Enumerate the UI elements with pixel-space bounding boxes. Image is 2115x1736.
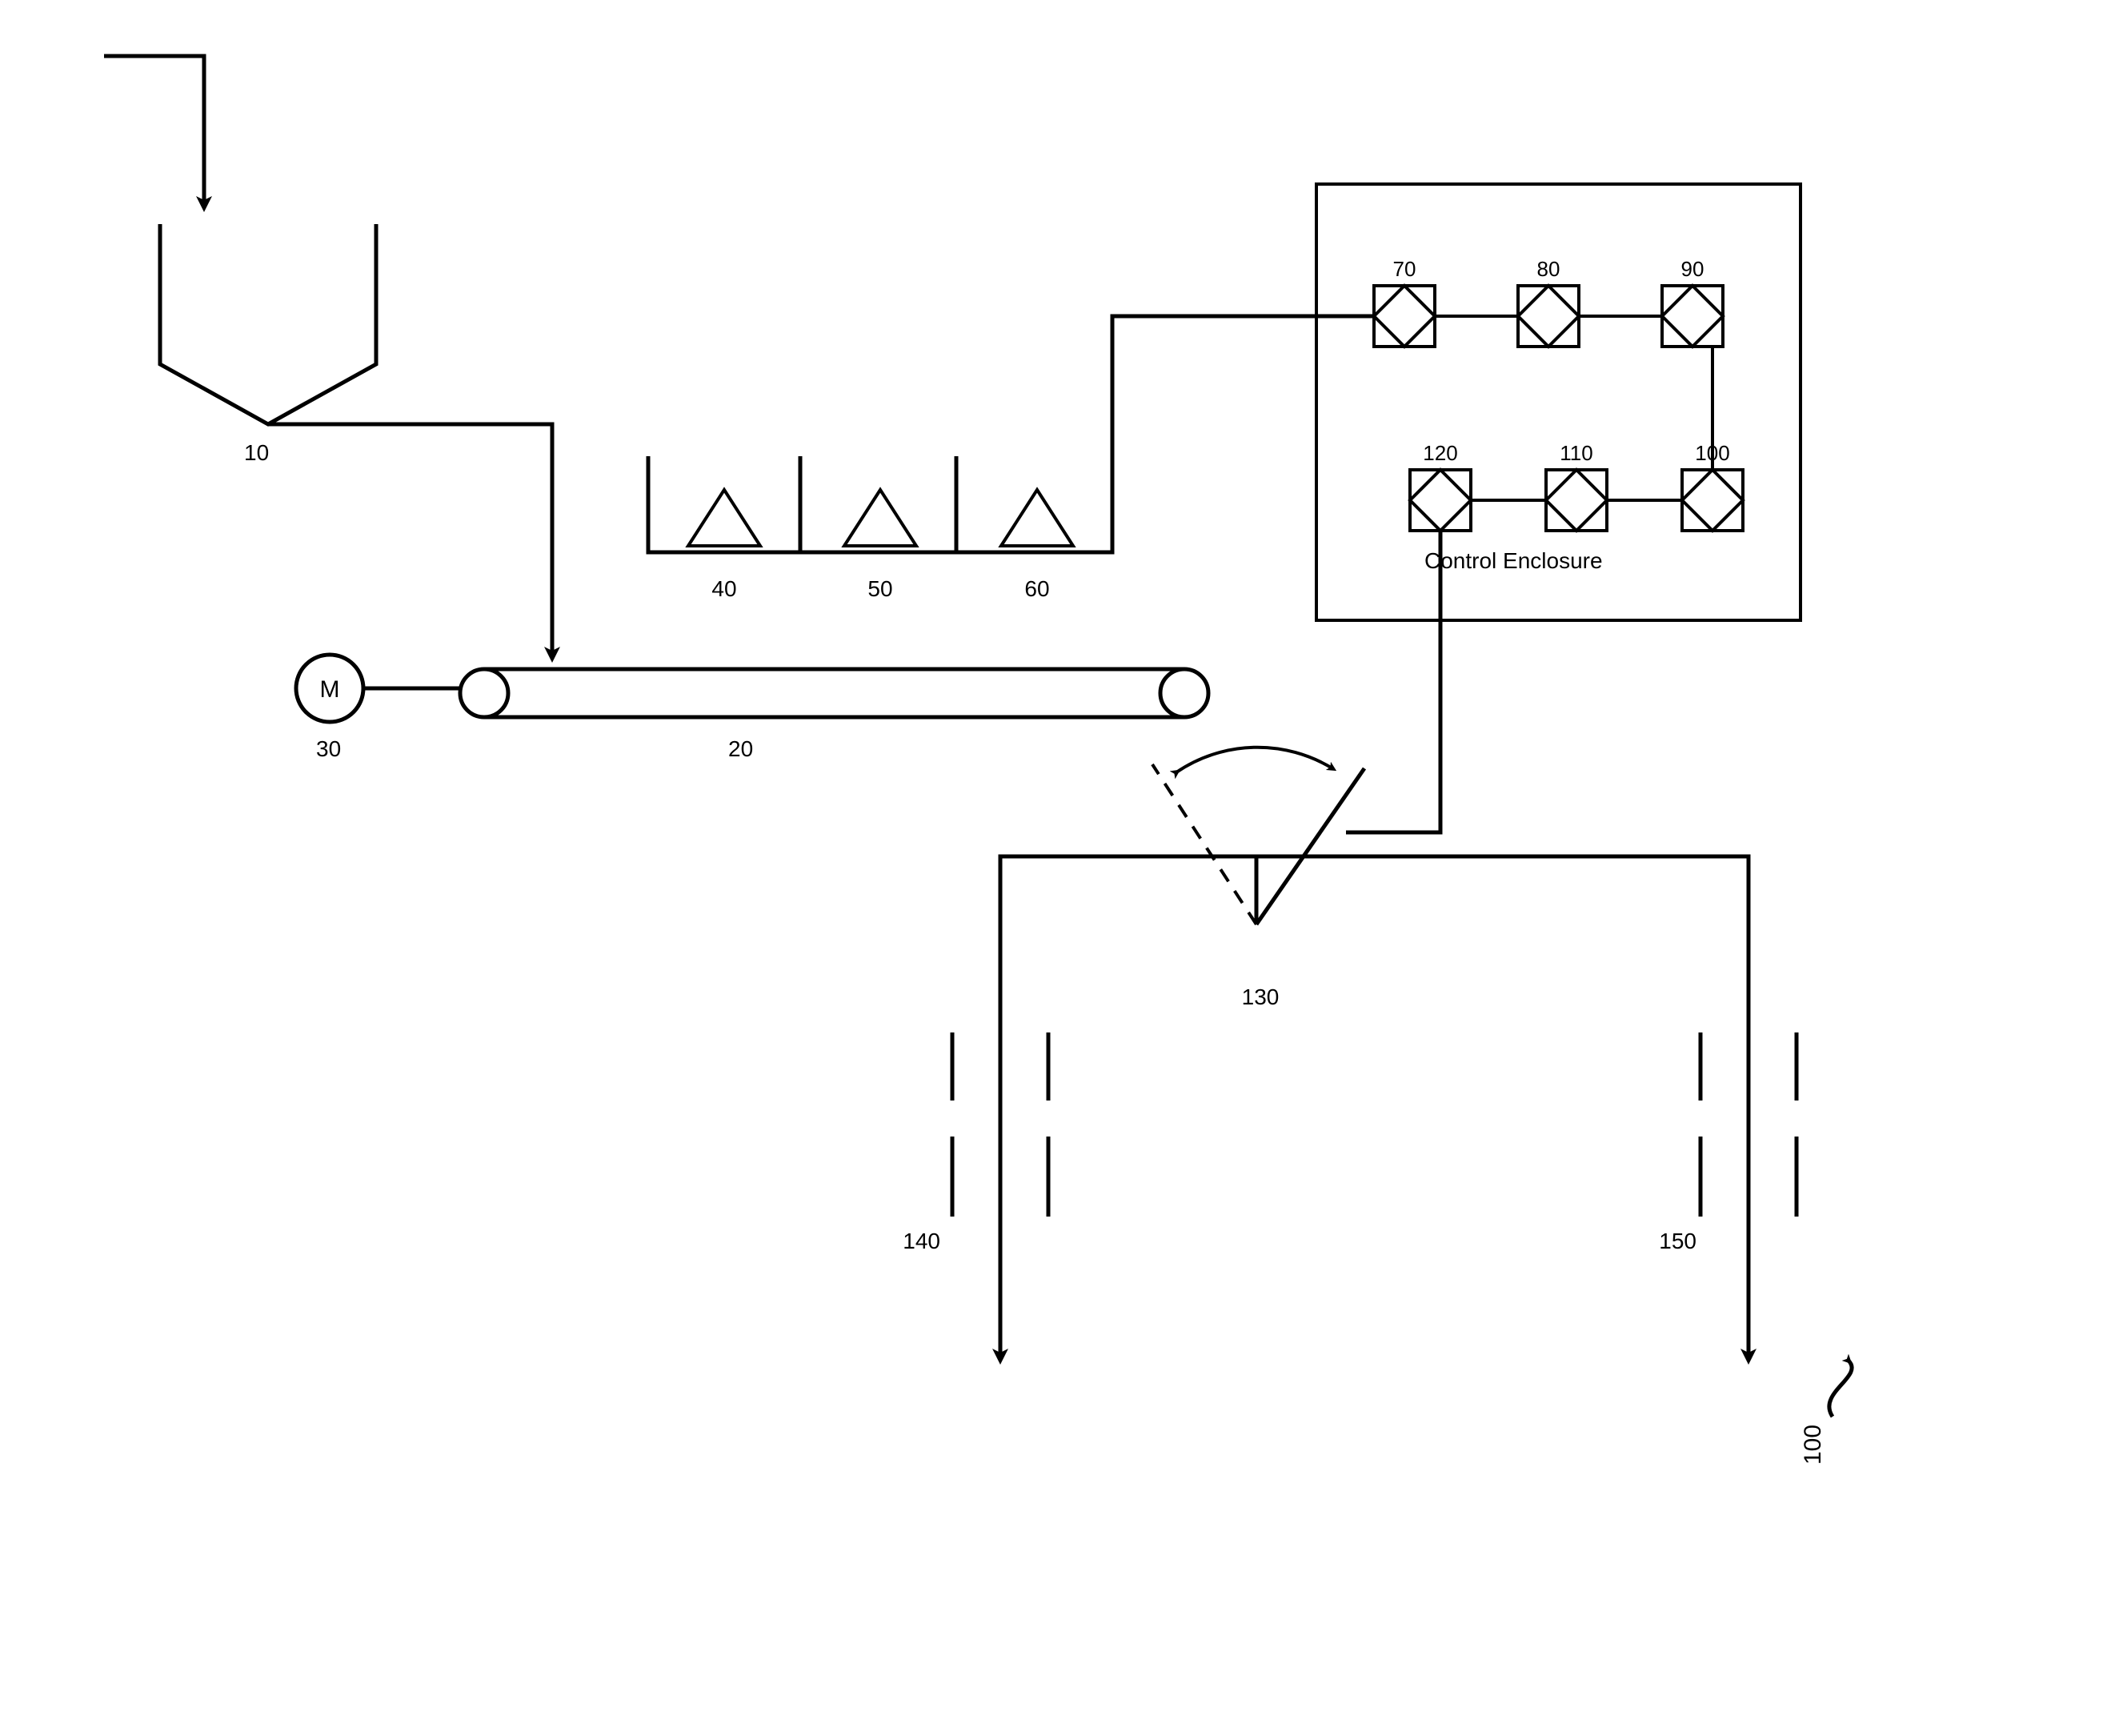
sensor-tray [648,456,1112,552]
conveyor [460,669,1208,717]
ctrl120-label: 120 [1423,441,1457,465]
diverter-label: 130 [1242,984,1280,1009]
diamond-icon [1682,470,1743,531]
sensor1-label: 40 [711,576,736,601]
sensor3-label: 60 [1024,576,1049,601]
input-flow-arrow [104,56,204,204]
diamond-icon [1518,286,1579,347]
ctrl-node-110 [1546,470,1607,531]
ctrl90-label: 90 [1681,257,1704,281]
hopper [160,224,376,424]
ctrl-node-100 [1682,470,1743,531]
diamond-icon [1374,286,1435,347]
sensor-triangle-icon [688,490,760,546]
diamond-icon [1662,286,1723,347]
control-enclosure-label: Control Enclosure [1424,548,1603,573]
figure-reference: 100 [1800,1361,1852,1465]
sensor-to-control-line [1112,316,1374,456]
ctrl110-label: 110 [1560,441,1592,465]
sensor-triangle-icon [844,490,916,546]
sensor-triangle-icon [1001,490,1073,546]
chute-right-label: 150 [1659,1229,1696,1253]
ctrl-node-80 [1518,286,1579,347]
control-to-diverter-line [1346,531,1440,832]
diamond-icon [1546,470,1607,531]
figure-reference-label: 100 [1800,1425,1826,1465]
ctrl70-label: 70 [1393,257,1416,281]
split-lines [1000,856,1748,1357]
motor-letter: M [320,676,340,703]
ctrl-node-70 [1374,286,1435,347]
ctrl100-label: 100 [1695,441,1729,465]
motor-num-label: 30 [316,736,341,761]
ctrl-node-120 [1410,470,1471,531]
conveyor-label: 20 [728,736,753,761]
ctrl-node-90 [1662,286,1723,347]
diagram-canvas: 10 20 M 30 40 50 60 70 [0,0,2115,1736]
diamond-icon [1410,470,1471,531]
hopper-to-conveyor-line [268,424,552,655]
sensor2-label: 50 [867,576,892,601]
ctrl80-label: 80 [1537,257,1560,281]
chute-left-label: 140 [903,1229,940,1253]
hopper-label: 10 [244,440,269,465]
